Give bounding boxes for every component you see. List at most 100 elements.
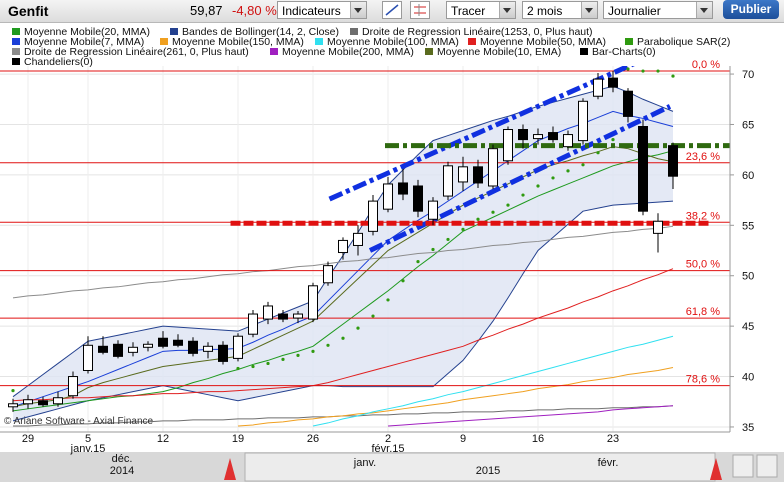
indicators-label: Indicateurs — [282, 4, 341, 18]
candle-body — [338, 239, 348, 254]
candle-body — [98, 345, 108, 353]
interval-select[interactable]: Journalier — [603, 1, 713, 19]
legend-label: Moyenne Mobile(7, MMA) — [24, 36, 144, 48]
indicator-line — [12, 146, 674, 408]
sar-dot — [626, 67, 630, 71]
navigator-handle[interactable] — [224, 458, 236, 480]
indicator-line — [312, 335, 674, 427]
legend-label: Droite de Regression Linéaire(261, 0, Pl… — [24, 46, 249, 58]
sar-dot — [431, 247, 435, 252]
candle-body — [128, 346, 138, 353]
candle-body — [548, 132, 558, 141]
candle-body — [23, 399, 33, 405]
legend-swatch — [625, 38, 633, 45]
candle-body — [293, 313, 303, 319]
y-tick-label: 45 — [742, 321, 754, 333]
sar-dot — [476, 217, 480, 221]
candle-body — [188, 340, 198, 354]
month-label: janv.15 — [70, 443, 106, 455]
sar-dot — [386, 298, 390, 302]
fib-label: 23,6 % — [686, 151, 720, 163]
legend-swatch — [315, 38, 323, 45]
candle-body — [83, 344, 93, 371]
candle-body — [653, 220, 663, 234]
x-tick-label: 12 — [157, 433, 169, 445]
navigator-label: 2015 — [476, 465, 500, 477]
sar-dot — [611, 138, 615, 142]
candle-body — [398, 182, 408, 195]
sar-dot — [491, 210, 495, 214]
plot-area — [0, 66, 730, 432]
legend-swatch — [170, 28, 178, 35]
zoom-in-button[interactable] — [732, 454, 754, 478]
candle-body — [563, 134, 573, 148]
sar-dot — [356, 326, 360, 330]
candle-body — [608, 77, 618, 88]
legend-swatch — [425, 48, 433, 55]
legend-swatch — [12, 38, 20, 45]
fib-label: 61,8 % — [686, 306, 720, 318]
legend-label: Moyenne Mobile(50, MMA) — [480, 36, 606, 48]
fib-tool[interactable] — [410, 1, 430, 19]
change: -4,80 % — [232, 3, 277, 18]
candle-body — [203, 345, 213, 352]
candle-body — [143, 343, 153, 348]
candle-body — [158, 337, 168, 347]
sar-dot — [641, 69, 645, 73]
legend-swatch — [160, 38, 168, 45]
interval-label: Journalier — [608, 4, 661, 18]
candle-body — [533, 134, 543, 140]
sar-dot — [11, 389, 15, 393]
legend-label: Droite de Regression Linéaire(1253, 0, P… — [362, 26, 593, 38]
zoom-out-button[interactable] — [756, 454, 778, 478]
sar-dot — [551, 176, 555, 180]
sar-dot — [371, 314, 375, 318]
fib-icon — [414, 4, 426, 16]
sar-dot — [566, 169, 570, 173]
period-label: 2 mois — [527, 4, 563, 18]
y-tick-label: 50 — [742, 271, 754, 283]
x-tick-label: 26 — [307, 433, 319, 445]
candle-body — [383, 183, 393, 210]
publish-button[interactable]: Publier — [723, 0, 779, 19]
legend-swatch — [468, 38, 476, 45]
line-tool[interactable] — [382, 1, 402, 19]
legend-label: Chandeliers(0) — [24, 56, 93, 68]
bollinger-lower — [12, 200, 674, 422]
period-select[interactable]: 2 mois — [522, 1, 598, 19]
navigator-handle[interactable] — [710, 458, 722, 480]
y-tick-label: 55 — [742, 220, 754, 232]
candle-body — [488, 148, 498, 187]
candle-body — [68, 376, 78, 397]
navigator-label: févr. — [598, 457, 619, 469]
y-tick-label: 70 — [742, 69, 754, 81]
candle-body — [113, 343, 123, 357]
sar-dot — [506, 203, 510, 207]
legend-swatch — [12, 28, 20, 35]
indicator-line — [12, 110, 674, 408]
sar-dot — [596, 151, 600, 155]
x-tick-label: 19 — [232, 433, 244, 445]
y-tick-label: 40 — [742, 372, 754, 384]
legend-swatch — [12, 58, 20, 65]
candle-body — [8, 403, 18, 408]
draw-select[interactable]: Tracer — [446, 1, 516, 19]
sar-dot — [311, 349, 315, 353]
legend-label: Bandes de Bollinger(14, 2, Close) — [182, 26, 339, 38]
legend-label: Moyenne Mobile(200, MMA) — [282, 46, 414, 58]
legend-swatch — [270, 48, 278, 55]
indicators-select[interactable]: Indicateurs — [277, 1, 367, 19]
indicator-line — [12, 150, 674, 412]
navigator-window[interactable] — [244, 452, 716, 482]
sar-dot — [461, 227, 465, 231]
legend-swatch — [12, 48, 20, 55]
toolbar: Genfit 59,87 -4,80 % Indicateurs Tracer … — [0, 0, 784, 23]
candle-body — [443, 165, 453, 197]
legend-label: Moyenne Mobile(20, MMA) — [24, 26, 150, 38]
candle-body — [263, 305, 273, 320]
indicator-line — [237, 366, 674, 427]
candle-body — [473, 166, 483, 184]
candle-body — [308, 285, 318, 320]
